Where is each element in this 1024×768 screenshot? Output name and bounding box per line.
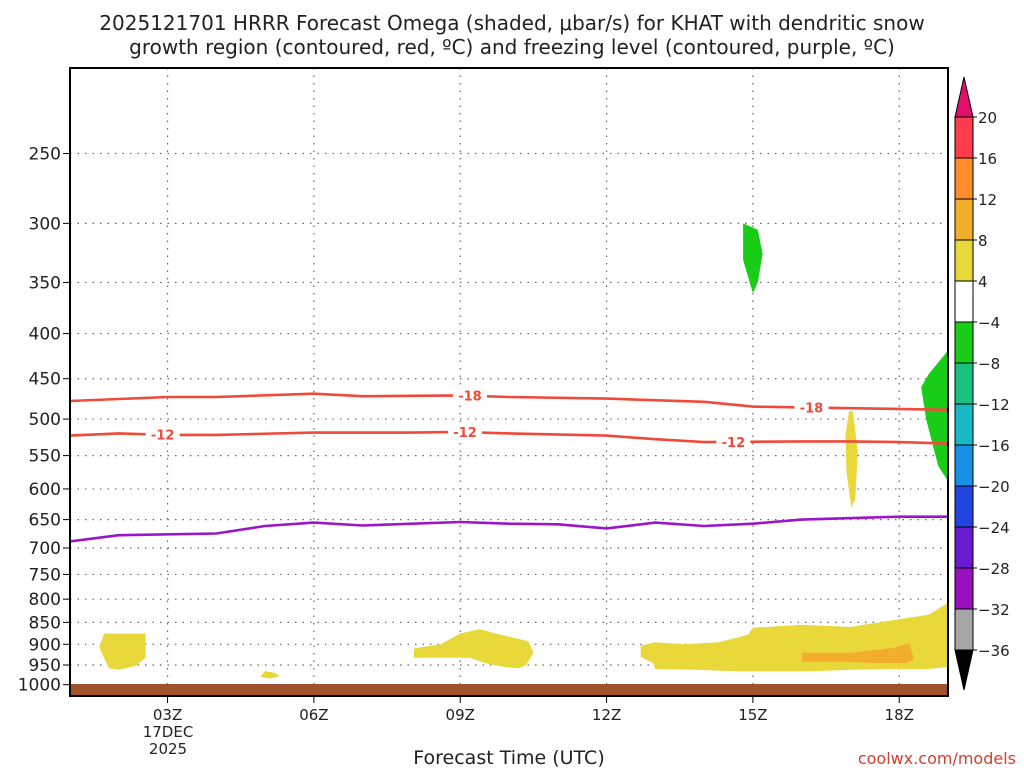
- colorbar-label: 12: [978, 191, 997, 209]
- x-axis-label: Forecast Time (UTC): [413, 747, 604, 768]
- y-tick-label: 500: [29, 410, 61, 430]
- contour-label: -12: [151, 429, 175, 444]
- colorbar-label: −4: [978, 314, 1000, 332]
- colorbar-segment: [954, 526, 974, 569]
- colorbar-segment: [954, 567, 974, 610]
- y-tick-label: 900: [29, 635, 61, 655]
- omega-region: [413, 629, 534, 669]
- y-tick-label: 550: [29, 447, 61, 467]
- colorbar-label: −36: [978, 642, 1010, 660]
- y-tick-label: 300: [29, 214, 61, 234]
- colorbar-label: 4: [978, 273, 988, 291]
- contour-label-bg: [794, 399, 829, 416]
- omega-region: [99, 633, 146, 670]
- watermark: coolwx.com/models: [858, 749, 1016, 768]
- plot-frame: [69, 67, 949, 697]
- x-tick-label: 09Z: [446, 706, 475, 724]
- dgz-contour: [69, 430, 949, 445]
- y-tick-label: 450: [29, 370, 61, 390]
- colorbar-segment: [954, 321, 974, 364]
- colorbar: 20 16 12 8 4 −4 −8 −12 −16 −20 −24 −28 −32 −36: [954, 76, 1010, 691]
- colorbar-label: −24: [978, 519, 1010, 537]
- colorbar-label: −8: [978, 355, 1000, 373]
- y-tick-label: 250: [29, 144, 61, 164]
- y-tick-label: 650: [29, 511, 61, 531]
- y-tick-label: 700: [29, 539, 61, 559]
- colorbar-label: −20: [978, 478, 1010, 496]
- colorbar-segment: [954, 362, 974, 405]
- y-tick-label: 350: [29, 273, 61, 293]
- colorbar-segment: [954, 403, 974, 446]
- colorbar-segment: [954, 608, 974, 651]
- x-tick-label: 06Z: [299, 706, 328, 724]
- ground-strip: [70, 684, 948, 696]
- colorbar-segment: [954, 485, 974, 528]
- y-tick-label: 400: [29, 325, 61, 345]
- x-tick-label: 15Z: [738, 706, 767, 724]
- contour-label-bg: [452, 387, 487, 404]
- temperature-contours: -18 -18 -12 -12 -12: [69, 387, 949, 543]
- colorbar-label: 8: [978, 232, 988, 250]
- contour-label: -18: [458, 390, 482, 405]
- y-tick-label: 950: [29, 656, 61, 676]
- colorbar-label: 16: [978, 150, 997, 168]
- contour-label-bg: [448, 424, 483, 441]
- colorbar-segment: [954, 198, 974, 241]
- y-tick-label: 600: [29, 480, 61, 500]
- colorbar-label: −12: [978, 396, 1010, 414]
- x-tick-label: 03Z: [153, 706, 182, 724]
- omega-region: [921, 350, 948, 482]
- colorbar-bottom-arrow: [954, 649, 974, 691]
- omega-region: [260, 671, 280, 679]
- omega-region: [743, 223, 763, 294]
- freezing-level-contour: [69, 515, 948, 543]
- y-tick-label: 750: [29, 565, 61, 585]
- contour-label: -12: [722, 436, 746, 451]
- colorbar-label: −28: [978, 560, 1010, 578]
- ground-layer: [70, 684, 948, 696]
- colorbar-segment: [954, 157, 974, 200]
- x-tick-label: 12Z: [592, 706, 621, 724]
- colorbar-label: −16: [978, 437, 1010, 455]
- contour-label: -12: [453, 426, 477, 441]
- y-tick-label: 850: [29, 613, 61, 633]
- contour-label-bg: [716, 433, 751, 450]
- y-tick-label: 800: [29, 590, 61, 610]
- colorbar-segment: [954, 116, 974, 159]
- colorbar-segment: [954, 444, 974, 487]
- omega-region: [845, 411, 858, 508]
- colorbar-label: −32: [978, 601, 1010, 619]
- omega-shading: [99, 223, 948, 679]
- colorbar-label: 20: [978, 109, 997, 127]
- chart-title-line1: 2025121701 HRRR Forecast Omega (shaded, …: [99, 11, 924, 35]
- contour-label: -18: [800, 402, 824, 417]
- colorbar-top-arrow: [954, 76, 974, 118]
- omega-region: [801, 643, 914, 663]
- grid-lines: [70, 68, 948, 696]
- colorbar-segment: [954, 239, 974, 282]
- y-tick-label: 1000: [18, 676, 61, 696]
- axes: 2503003504004505005506006507007508008509…: [18, 67, 949, 724]
- date-label-day: 17DEC: [143, 723, 194, 741]
- date-label-year: 2025: [149, 740, 187, 758]
- x-tick-label: 18Z: [885, 706, 914, 724]
- contour-label-bg: [145, 426, 180, 443]
- chart-title-line2: growth region (contoured, red, ºC) and f…: [129, 35, 895, 59]
- colorbar-segment: [954, 280, 974, 323]
